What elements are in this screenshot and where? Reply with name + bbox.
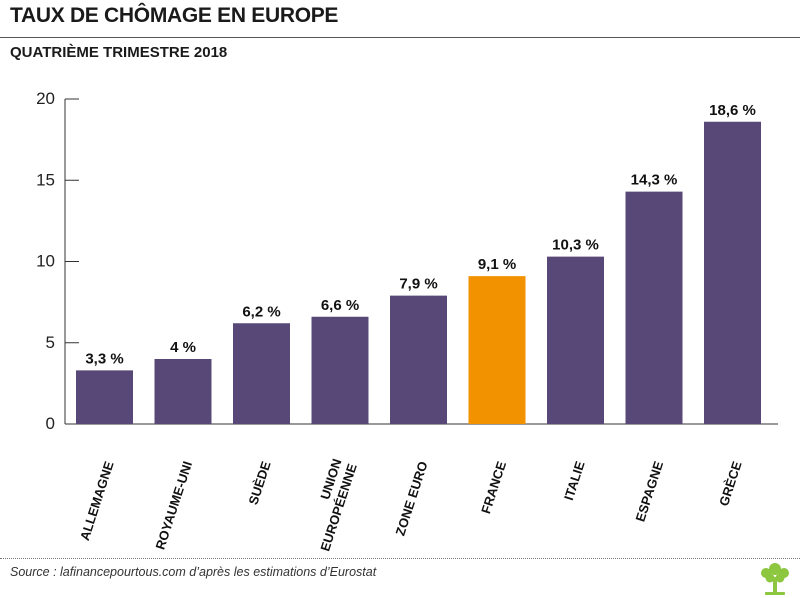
- bar: [704, 121, 761, 424]
- bar: [233, 323, 290, 424]
- x-tick-label: ZONE EURO: [392, 459, 430, 537]
- bar: [390, 295, 447, 424]
- bar-chart: 0 5 10 15 20 3,3 % ALLEMAGNE 4 % ROYAUME-UNI 6,2 …: [36, 89, 778, 553]
- x-tick-label-line: ZONE EURO: [392, 459, 430, 537]
- data-label: 14,3 %: [631, 172, 678, 189]
- bar: [76, 370, 133, 424]
- x-tick-label-line: ESPAGNE: [633, 459, 667, 523]
- source-divider: [0, 558, 800, 559]
- y-tick-label: 20: [36, 89, 55, 108]
- x-tick-label-line: SUÈDE: [246, 459, 274, 507]
- chart-title: TAUX DE CHÔMAGE EN EUROPE: [10, 4, 339, 27]
- data-label: 4 %: [170, 339, 196, 356]
- source-note: Source : lafinancepourtous.com d’après l…: [10, 565, 377, 579]
- x-tick-label: GRÈCE: [716, 459, 745, 508]
- y-tick-label: 0: [46, 414, 55, 433]
- x-tick-label: ESPAGNE: [633, 459, 667, 523]
- y-tick-label: 15: [36, 170, 55, 189]
- x-tick-label-line: ALLEMAGNE: [77, 459, 117, 542]
- bar: [311, 316, 369, 424]
- chart-subtitle: QUATRIÈME TRIMESTRE 2018: [10, 44, 228, 61]
- x-tick-label: SUÈDE: [246, 459, 274, 507]
- data-label: 6,6 %: [321, 297, 359, 314]
- y-tick-label: 10: [36, 252, 55, 271]
- tree-icon: [761, 563, 789, 595]
- data-label: 6,2 %: [242, 303, 280, 320]
- x-tick-label-line: ITALIE: [561, 459, 588, 502]
- data-label: 7,9 %: [399, 276, 437, 293]
- bar: [625, 191, 683, 424]
- bar: [468, 276, 526, 424]
- x-tick-label: FRANCE: [478, 459, 509, 515]
- x-tick-label-line: ROYAUME-UNI: [152, 459, 195, 551]
- x-tick-label-line: FRANCE: [478, 459, 509, 515]
- bar: [154, 359, 212, 424]
- data-label: 3,3 %: [85, 350, 123, 367]
- title-divider: [0, 37, 800, 38]
- bar: [547, 256, 604, 424]
- x-tick-label: ALLEMAGNE: [77, 459, 117, 542]
- x-tick-label: ITALIE: [561, 459, 588, 502]
- data-label: 10,3 %: [552, 237, 599, 254]
- x-tick-label-line: GRÈCE: [716, 459, 745, 508]
- data-label: 18,6 %: [709, 102, 756, 119]
- y-tick-label: 5: [46, 333, 55, 352]
- data-label: 9,1 %: [478, 256, 516, 273]
- x-tick-label: ROYAUME-UNI: [152, 459, 195, 551]
